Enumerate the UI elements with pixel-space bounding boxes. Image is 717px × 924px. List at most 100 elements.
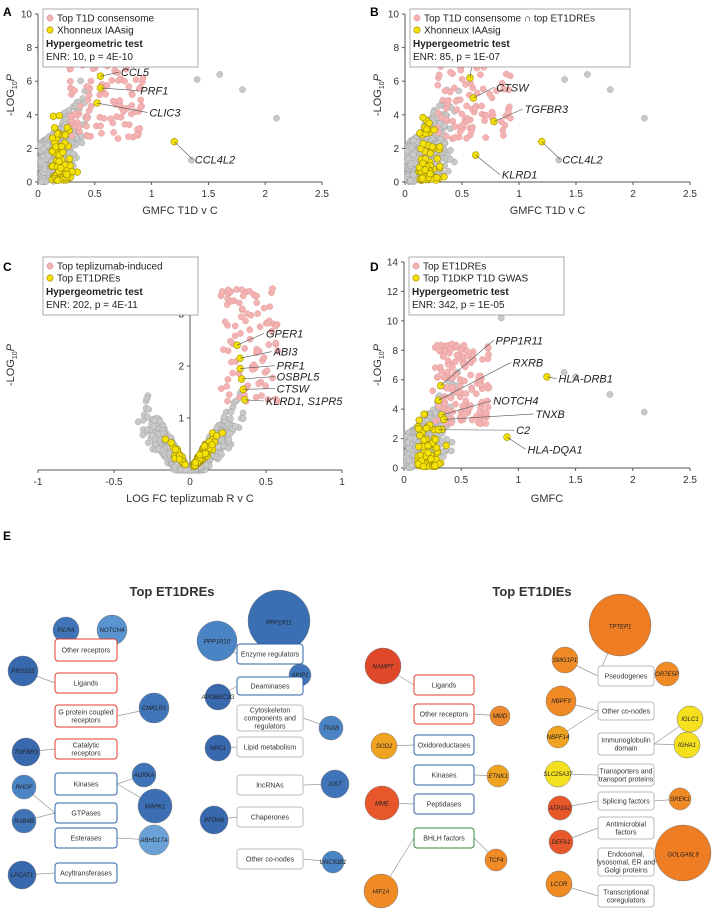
y-tick-label: 6 (393, 77, 399, 88)
marker-points (415, 113, 448, 184)
x-tick-label: 0.5 (454, 475, 468, 486)
legend-swatch-yellow (412, 274, 420, 282)
highlight-point (439, 353, 447, 360)
marker-point (65, 155, 74, 163)
highlight-point (224, 376, 232, 383)
gene-label: ABI3 (273, 347, 299, 359)
data-point (139, 431, 147, 439)
highlight-point (436, 346, 443, 354)
data-point (40, 145, 47, 153)
x-tick-label: 1 (339, 477, 345, 488)
marker-point (431, 462, 439, 470)
gene-label: CLIC3 (149, 107, 181, 119)
category-label: Other receptors (62, 648, 111, 655)
highlight-point (447, 394, 455, 402)
legend-swatch-pink (46, 14, 54, 22)
category-label-line: lncRNAs (256, 783, 284, 790)
highlight-point (457, 66, 465, 74)
marker-point (57, 164, 65, 172)
node-label: HIF1A (372, 890, 389, 896)
highlight-point (482, 111, 490, 119)
legend-test-title: Hypergeometric test (46, 39, 143, 50)
data-point (239, 415, 247, 422)
highlight-point (478, 102, 485, 110)
highlight-point (120, 108, 127, 115)
y-title-part: -LOG (372, 89, 384, 116)
data-point (171, 463, 178, 471)
category-label: Enzyme regulators (241, 652, 300, 659)
y-axis-title: -LOG10P (372, 73, 386, 116)
panel-e: E Top ET1DREs Top ET1DIEs PILRA NOTCH4 PRSS23… (3, 529, 712, 909)
marker-point (421, 166, 429, 174)
data-point (584, 71, 591, 78)
legend-entry: Xhonneux IAAsig (57, 26, 134, 37)
highlight-point (133, 131, 140, 139)
y-title-p: P (372, 343, 384, 351)
gene-label: RXRB (513, 357, 544, 369)
x-tick-label: 2 (630, 475, 636, 486)
y-title-sub: 10 (12, 81, 19, 89)
y-tick-label: 10 (387, 316, 399, 327)
highlight-point (239, 305, 246, 313)
legend-stat: ENR: 342, p = 1E-05 (412, 300, 505, 311)
marker-point (426, 170, 434, 178)
highlight-point (435, 373, 442, 380)
marker-point (55, 112, 63, 120)
data-point (155, 445, 162, 453)
highlight-point (485, 384, 493, 391)
data-point (41, 165, 49, 173)
marker-point (161, 435, 169, 443)
highlight-point (444, 357, 452, 364)
highlight-point (481, 117, 488, 124)
marker-point (59, 148, 67, 156)
category-label-line: GTPases (71, 811, 101, 818)
y-tick-label: 2 (178, 362, 184, 373)
highlight-point (83, 83, 90, 90)
legend-test-title: Hypergeometric test (413, 39, 510, 50)
gene-label: PPP1R11 (496, 335, 544, 347)
highlight-point (434, 81, 442, 89)
highlight-point (98, 129, 105, 137)
category-label-line: regulators (254, 724, 286, 731)
marker-point (414, 425, 423, 433)
legend-box (42, 8, 199, 68)
highlight-point (435, 71, 443, 79)
marker-point (175, 455, 184, 463)
data-point (273, 114, 280, 122)
y-axis-title: -LOG10P (372, 343, 386, 386)
highlight-point (456, 128, 464, 136)
legend-entry: Xhonneux IAAsig (424, 26, 501, 37)
highlight-point (116, 97, 124, 104)
marker-point (200, 442, 209, 450)
gene-label: GPER1 (266, 328, 303, 340)
highlight-point (83, 115, 91, 122)
legend-swatch-pink (46, 262, 54, 270)
category-label-line: Kinases (74, 782, 99, 789)
category-label: Other receptors (420, 712, 469, 719)
x-tick-label: 1 (149, 189, 155, 200)
data-point (432, 409, 439, 417)
y-tick-label: 8 (392, 346, 398, 357)
y-tick-label: 2 (26, 144, 32, 155)
node-label: NOTCH4 (100, 628, 125, 634)
category-label-line: BHLH factors (423, 836, 465, 843)
panel-d: D0 0.5 1 1.5 2 2.502468101214GMFC-LOG10PPPP1R… (370, 256, 697, 505)
highlight-point (253, 299, 260, 307)
data-point (134, 418, 142, 426)
marker-point (419, 159, 427, 167)
node-label: TGFBR3 (14, 750, 38, 756)
highlight-point (458, 75, 466, 83)
panel-letter: B (370, 5, 379, 19)
highlight-point (110, 129, 117, 136)
x-tick-label: 1 (516, 189, 522, 200)
legend-entry: Top ET1DREs (423, 262, 486, 273)
marker-point (426, 149, 434, 158)
annotation-leader (506, 436, 526, 450)
gene-label: HLA-DQA1 (528, 444, 583, 456)
legend-stat: ENR: 10, p = 4E-10 (46, 52, 133, 63)
legend-test-title: Hypergeometric test (46, 287, 143, 298)
x-tick-label: 1.5 (569, 189, 583, 200)
category-label-line: Other co-nodes (246, 857, 295, 864)
highlight-point (102, 91, 109, 98)
x-axis-title: LOG FC teplizumab R v C (126, 493, 254, 505)
